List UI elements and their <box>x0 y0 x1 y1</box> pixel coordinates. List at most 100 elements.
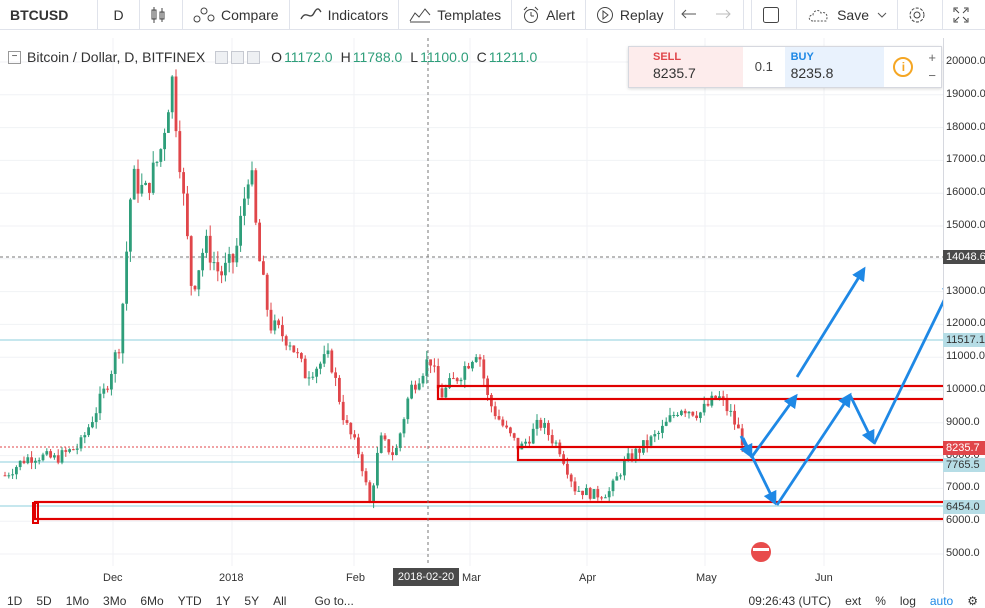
undo-icon <box>680 9 696 18</box>
compare-label: Compare <box>221 6 279 23</box>
candle-body <box>645 440 649 446</box>
fullscreen-select-button[interactable] <box>751 0 798 30</box>
price-axis-label: 19000.0 <box>946 87 985 100</box>
crosshair-date-tag: 2018-02-20 <box>393 568 459 586</box>
price-tag-6454-value: 6454.0 <box>946 501 980 513</box>
candle-body <box>672 415 676 417</box>
candle-body <box>364 471 368 483</box>
indicators-button[interactable]: Indicators <box>290 0 400 30</box>
candle-body <box>664 421 668 426</box>
settings-button[interactable] <box>898 0 943 30</box>
close-value: 11211.0 <box>488 49 538 65</box>
candle-body <box>87 427 90 436</box>
legend-settings-icon[interactable] <box>231 50 245 64</box>
price-axis[interactable] <box>943 38 985 594</box>
candle-body <box>307 377 311 379</box>
minus-icon[interactable]: − <box>928 68 936 83</box>
candle-body <box>463 366 467 380</box>
support-zone-lower <box>33 500 943 521</box>
interval-button[interactable]: D <box>98 0 140 30</box>
candle-body <box>478 357 482 360</box>
candle-body <box>387 439 391 453</box>
ext-button[interactable]: ext <box>845 594 862 608</box>
save-button[interactable]: Save <box>797 0 898 30</box>
price-axis-label: 18000.0 <box>946 120 985 133</box>
candle-body <box>680 410 683 415</box>
candle-body <box>11 474 14 476</box>
range-button[interactable]: 1Mo <box>65 594 90 608</box>
chart-style-button[interactable] <box>140 0 183 30</box>
arrow-b4 <box>872 279 943 445</box>
time-axis-label: Jun <box>815 572 833 584</box>
compare-button[interactable]: Compare <box>183 0 290 30</box>
price-tag-11517: 11517.1 <box>943 333 985 347</box>
candle-body <box>319 363 322 369</box>
range-button[interactable]: 1D <box>7 594 23 608</box>
buy-label: BUY <box>790 51 814 63</box>
settings-gear-icon[interactable]: ⚙ <box>967 594 978 608</box>
price-chart[interactable] <box>0 38 943 594</box>
candle-body <box>315 368 318 377</box>
candle-body <box>516 437 520 450</box>
legend-visibility-icon[interactable] <box>215 50 229 64</box>
buy-price: 8235.8 <box>790 65 834 81</box>
interval-label: D <box>113 6 124 23</box>
alert-button[interactable]: Alert <box>512 0 586 30</box>
range-button[interactable]: 1Y <box>215 594 231 608</box>
undo-button[interactable] <box>675 0 709 30</box>
candle-body <box>459 379 463 382</box>
candle-body <box>531 428 535 444</box>
candle-body <box>433 365 436 367</box>
legend-collapse-button[interactable]: − <box>8 50 21 64</box>
redo-button[interactable] <box>709 0 744 30</box>
crosshair-price-tag: 14048.6 <box>943 250 985 264</box>
templates-button[interactable]: Templates <box>399 0 513 30</box>
candle-body <box>60 450 64 463</box>
range-button[interactable]: 6Mo <box>140 594 164 608</box>
candle-body <box>566 463 569 475</box>
auto-button[interactable]: auto <box>929 594 954 608</box>
candle-body <box>585 487 588 496</box>
plus-icon[interactable]: + <box>928 50 936 65</box>
quantity-value[interactable]: 0.1 <box>754 59 773 74</box>
bottom-bar: 1D 5D 1Mo 3Mo 6Mo YTD 1Y 5Y All Go to... 09:26:4… <box>0 594 985 608</box>
candle-body <box>455 378 459 382</box>
candle-body <box>391 452 394 456</box>
log-button[interactable]: log <box>899 594 916 608</box>
candle-body <box>98 393 102 414</box>
candle-body <box>243 198 246 216</box>
candle-body <box>604 497 607 499</box>
expand-button[interactable] <box>943 0 985 30</box>
crosshair-price: 14048.6 <box>946 251 985 263</box>
candle-body <box>273 320 277 331</box>
candle-body <box>349 422 353 435</box>
candle-body <box>224 262 227 276</box>
candle-body <box>239 215 242 246</box>
candle-body <box>657 432 660 435</box>
low-value: 11100.0 <box>420 49 469 65</box>
sell-button[interactable]: SELL 8235.7 <box>629 47 744 87</box>
replay-button[interactable]: Replay <box>586 0 675 30</box>
candle-body <box>638 448 641 453</box>
candle-body <box>505 425 508 428</box>
range-button[interactable]: YTD <box>177 594 202 608</box>
price-axis-label: 10000.0 <box>946 383 985 395</box>
symbol-search[interactable]: BTCUSD <box>0 0 98 30</box>
candle-body <box>611 480 615 492</box>
range-button[interactable]: All <box>273 594 287 608</box>
candle-body <box>683 410 687 414</box>
percent-button[interactable]: % <box>875 594 886 608</box>
time-axis-label: Mar <box>462 572 481 584</box>
candle-body <box>596 489 600 498</box>
range-button[interactable]: 5Y <box>244 594 260 608</box>
high-key: H <box>340 49 351 65</box>
buy-button[interactable]: BUY 8235.8 <box>784 47 884 87</box>
candle-body <box>376 452 379 486</box>
quantity-stepper[interactable]: + − <box>923 47 941 87</box>
legend-more-icon[interactable] <box>247 50 261 64</box>
goto-button[interactable]: Go to... <box>314 594 354 608</box>
range-button[interactable]: 3Mo <box>103 594 127 608</box>
info-button[interactable]: i <box>884 47 924 87</box>
range-button[interactable]: 5D <box>36 594 52 608</box>
price-axis-label: 16000.0 <box>946 186 985 199</box>
